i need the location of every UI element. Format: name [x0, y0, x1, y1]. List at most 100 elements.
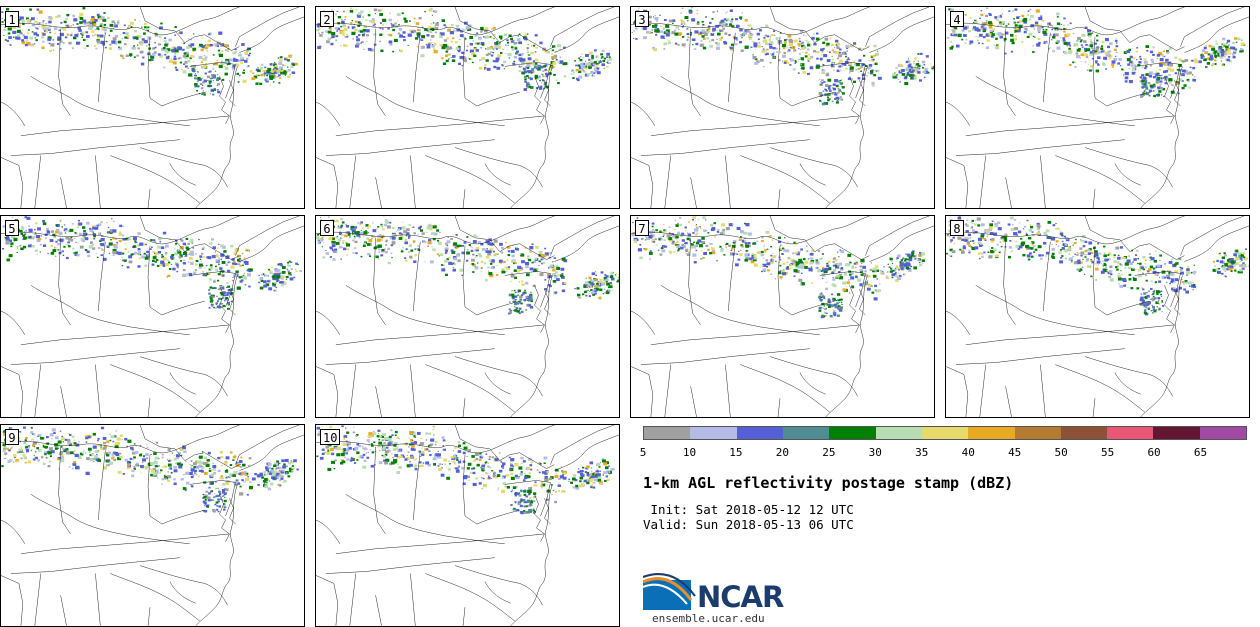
reflectivity-cell — [47, 37, 52, 41]
reflectivity-cell — [391, 226, 395, 230]
reflectivity-cell — [1222, 63, 1226, 66]
reflectivity-cell — [530, 45, 533, 47]
reflectivity-cell — [514, 309, 518, 312]
reflectivity-cell — [206, 75, 211, 79]
reflectivity-cell — [1145, 87, 1149, 90]
reflectivity-cell — [904, 258, 908, 261]
reflectivity-cell — [281, 265, 286, 269]
reflectivity-cell — [430, 7, 433, 10]
reflectivity-cell — [513, 289, 516, 292]
reflectivity-cell — [573, 72, 575, 74]
reflectivity-cell — [848, 279, 850, 281]
reflectivity-cell — [730, 43, 734, 46]
reflectivity-cell — [560, 274, 564, 278]
reflectivity-cell — [732, 223, 735, 226]
reflectivity-cell — [681, 26, 684, 28]
reflectivity-cell — [452, 266, 455, 269]
reflectivity-cell — [763, 257, 765, 259]
reflectivity-cell — [70, 34, 73, 37]
reflectivity-cell — [146, 250, 150, 254]
reflectivity-cell — [178, 32, 180, 34]
reflectivity-cell — [1155, 78, 1158, 81]
reflectivity-cell — [715, 234, 717, 236]
reflectivity-cell — [217, 49, 221, 52]
reflectivity-cell — [523, 69, 526, 71]
reflectivity-cell — [557, 61, 560, 64]
reflectivity-cell — [1004, 52, 1007, 55]
reflectivity-cell — [428, 8, 433, 12]
reflectivity-cell — [264, 69, 268, 73]
reflectivity-cell — [115, 238, 117, 240]
reflectivity-cell — [318, 233, 320, 235]
reflectivity-cell — [766, 262, 771, 266]
reflectivity-cell — [203, 57, 208, 61]
reflectivity-cell — [375, 255, 379, 259]
reflectivity-cell — [578, 70, 582, 74]
reflectivity-cell — [520, 310, 524, 314]
reflectivity-cell — [453, 263, 457, 266]
reflectivity-cell — [416, 45, 419, 48]
reflectivity-map — [946, 7, 1249, 208]
reflectivity-cell — [501, 270, 505, 274]
reflectivity-cell — [139, 20, 141, 22]
reflectivity-cell — [74, 27, 76, 29]
reflectivity-cell — [466, 236, 469, 238]
reflectivity-cell — [981, 42, 984, 45]
reflectivity-cell — [161, 256, 163, 258]
reflectivity-cell — [728, 45, 731, 48]
reflectivity-cell — [126, 34, 130, 38]
reflectivity-cell — [1141, 77, 1143, 80]
reflectivity-cell — [457, 50, 461, 53]
reflectivity-cell — [1233, 51, 1237, 54]
reflectivity-cell — [1056, 22, 1061, 26]
reflectivity-cell — [745, 29, 750, 33]
state-boundary-line — [1055, 155, 1145, 204]
reflectivity-cell — [1156, 58, 1159, 60]
reflectivity-cell — [767, 269, 770, 272]
reflectivity-cell — [587, 62, 591, 66]
reflectivity-cell — [529, 267, 534, 271]
reflectivity-cell — [599, 288, 603, 292]
reflectivity-cell — [1144, 81, 1147, 84]
state-boundary-line — [770, 147, 835, 166]
reflectivity-cell — [716, 39, 718, 41]
reflectivity-cell — [963, 26, 968, 30]
reflectivity-cell — [55, 230, 59, 234]
reflectivity-map — [1, 216, 304, 417]
reflectivity-cell — [89, 227, 92, 230]
reflectivity-cell — [919, 52, 923, 56]
reflectivity-cell — [91, 247, 96, 250]
reflectivity-cell — [122, 225, 124, 228]
reflectivity-cell — [260, 67, 264, 70]
reflectivity-cell — [402, 221, 404, 223]
reflectivity-cell — [422, 45, 425, 48]
reflectivity-cell — [494, 42, 497, 44]
reflectivity-cell — [729, 252, 734, 256]
reflectivity-cell — [868, 60, 870, 62]
reflectivity-cell — [22, 22, 25, 25]
reflectivity-cell — [703, 242, 705, 245]
reflectivity-cell — [988, 13, 992, 17]
reflectivity-cell — [47, 29, 50, 31]
reflectivity-cell — [1171, 84, 1174, 87]
reflectivity-cell — [544, 49, 548, 53]
reflectivity-cell — [169, 255, 174, 259]
reflectivity-cell — [479, 267, 482, 269]
reflectivity-cell — [508, 308, 511, 311]
reflectivity-cell — [909, 70, 914, 74]
reflectivity-cell — [969, 17, 972, 19]
reflectivity-cell — [266, 69, 271, 73]
reflectivity-cell — [82, 7, 86, 10]
reflectivity-cell — [428, 227, 433, 231]
state-boundary-line — [229, 289, 236, 316]
reflectivity-cell — [834, 97, 837, 100]
reflectivity-cell — [337, 35, 339, 37]
reflectivity-cell — [757, 38, 760, 41]
reflectivity-cell — [330, 247, 333, 250]
reflectivity-cell — [548, 291, 550, 293]
reflectivity-cell — [591, 54, 594, 57]
reflectivity-cell — [744, 242, 748, 245]
reflectivity-cell — [695, 226, 699, 229]
reflectivity-cell — [212, 93, 215, 96]
reflectivity-cell — [362, 16, 364, 18]
